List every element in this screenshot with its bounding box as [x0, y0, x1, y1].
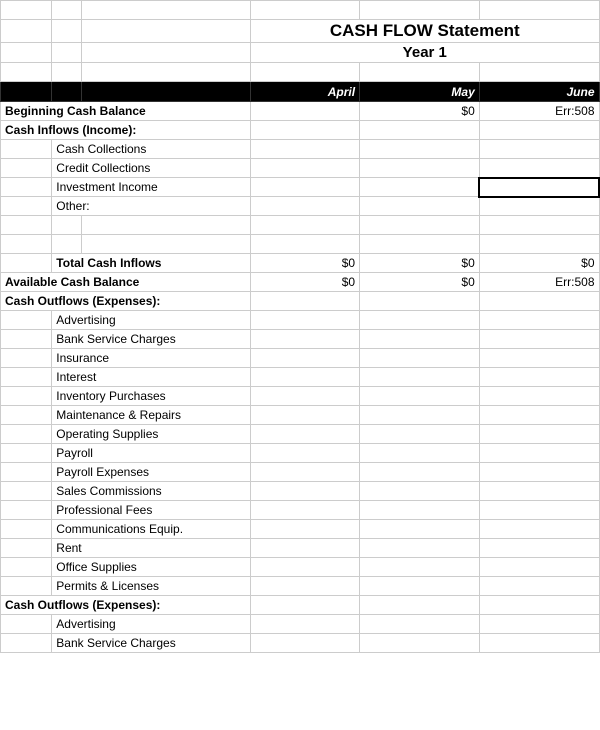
- available-may[interactable]: $0: [360, 273, 480, 292]
- month-june: June: [479, 82, 599, 102]
- inflow-item-label: Credit Collections: [52, 159, 251, 178]
- row-months-header: April May June: [1, 82, 600, 102]
- row-outflow-item: Bank Service Charges: [1, 634, 600, 653]
- row-blank-top: [1, 1, 600, 20]
- inflow-item-label: Cash Collections: [52, 140, 251, 159]
- row-inflows-header: Cash Inflows (Income):: [1, 121, 600, 140]
- row-outflow-item: Professional Fees: [1, 501, 600, 520]
- row-title: CASH FLOW Statement: [1, 20, 600, 43]
- row-outflow-item: Advertising: [1, 615, 600, 634]
- beginning-balance-label: Beginning Cash Balance: [1, 102, 251, 121]
- month-may: May: [360, 82, 480, 102]
- row-outflow-item: Office Supplies: [1, 558, 600, 577]
- row-outflows2-header: Cash Outflows (Expenses):: [1, 596, 600, 615]
- outflow-item-label: Permits & Licenses: [52, 577, 251, 596]
- outflow-item-label: Maintenance & Repairs: [52, 406, 251, 425]
- available-label: Available Cash Balance: [1, 273, 251, 292]
- row-outflows1-header: Cash Outflows (Expenses):: [1, 292, 600, 311]
- row-blank-1: [1, 63, 600, 82]
- row-inflow-item: Credit Collections: [1, 159, 600, 178]
- row-beginning-balance: Beginning Cash Balance $0 Err:508: [1, 102, 600, 121]
- outflows1-header-label: Cash Outflows (Expenses):: [1, 292, 251, 311]
- inflows-header-label: Cash Inflows (Income):: [1, 121, 251, 140]
- total-inflows-label: Total Cash Inflows: [52, 254, 251, 273]
- inflow-item-label: Other:: [52, 197, 251, 216]
- outflow-item-label: Operating Supplies: [52, 425, 251, 444]
- outflow-item-label: Sales Commissions: [52, 482, 251, 501]
- row-outflow-item: Sales Commissions: [1, 482, 600, 501]
- outflow-item-label: Office Supplies: [52, 558, 251, 577]
- row-outflow-item: Operating Supplies: [1, 425, 600, 444]
- row-outflow-item: Inventory Purchases: [1, 387, 600, 406]
- row-inflow-item: Cash Collections: [1, 140, 600, 159]
- row-blank-3: [1, 235, 600, 254]
- inflow-item-label: Investment Income: [52, 178, 251, 197]
- row-blank-2: [1, 216, 600, 235]
- available-april[interactable]: $0: [251, 273, 360, 292]
- total-inflows-april[interactable]: $0: [251, 254, 360, 273]
- beginning-balance-april[interactable]: [251, 102, 360, 121]
- outflow-item-label: Bank Service Charges: [52, 634, 251, 653]
- selected-cell[interactable]: [479, 178, 599, 197]
- beginning-balance-june[interactable]: Err:508: [479, 102, 599, 121]
- outflow-item-label: Advertising: [52, 311, 251, 330]
- row-total-inflows: Total Cash Inflows $0 $0 $0: [1, 254, 600, 273]
- outflow-item-label: Insurance: [52, 349, 251, 368]
- row-outflow-item: Payroll Expenses: [1, 463, 600, 482]
- cash-flow-table: CASH FLOW Statement Year 1 April May Jun…: [0, 0, 600, 653]
- outflow-item-label: Professional Fees: [52, 501, 251, 520]
- row-outflow-item: Maintenance & Repairs: [1, 406, 600, 425]
- row-subtitle: Year 1: [1, 43, 600, 63]
- row-inflow-item: Other:: [1, 197, 600, 216]
- title-cell: CASH FLOW Statement: [251, 20, 599, 43]
- row-outflow-item: Payroll: [1, 444, 600, 463]
- available-june[interactable]: Err:508: [479, 273, 599, 292]
- row-outflow-item: Interest: [1, 368, 600, 387]
- subtitle-cell: Year 1: [251, 43, 599, 63]
- outflow-item-label: Interest: [52, 368, 251, 387]
- row-outflow-item: Advertising: [1, 311, 600, 330]
- row-outflow-item: Insurance: [1, 349, 600, 368]
- row-outflow-item: Rent: [1, 539, 600, 558]
- total-inflows-june[interactable]: $0: [479, 254, 599, 273]
- outflows2-header-label: Cash Outflows (Expenses):: [1, 596, 251, 615]
- total-inflows-may[interactable]: $0: [360, 254, 480, 273]
- outflow-item-label: Inventory Purchases: [52, 387, 251, 406]
- row-outflow-item: Permits & Licenses: [1, 577, 600, 596]
- outflow-item-label: Payroll Expenses: [52, 463, 251, 482]
- outflow-item-label: Communications Equip.: [52, 520, 251, 539]
- beginning-balance-may[interactable]: $0: [360, 102, 480, 121]
- month-april: April: [251, 82, 360, 102]
- outflow-item-label: Bank Service Charges: [52, 330, 251, 349]
- row-inflow-item: Investment Income: [1, 178, 600, 197]
- row-outflow-item: Communications Equip.: [1, 520, 600, 539]
- outflow-item-label: Rent: [52, 539, 251, 558]
- outflow-item-label: Advertising: [52, 615, 251, 634]
- row-outflow-item: Bank Service Charges: [1, 330, 600, 349]
- outflow-item-label: Payroll: [52, 444, 251, 463]
- row-available: Available Cash Balance $0 $0 Err:508: [1, 273, 600, 292]
